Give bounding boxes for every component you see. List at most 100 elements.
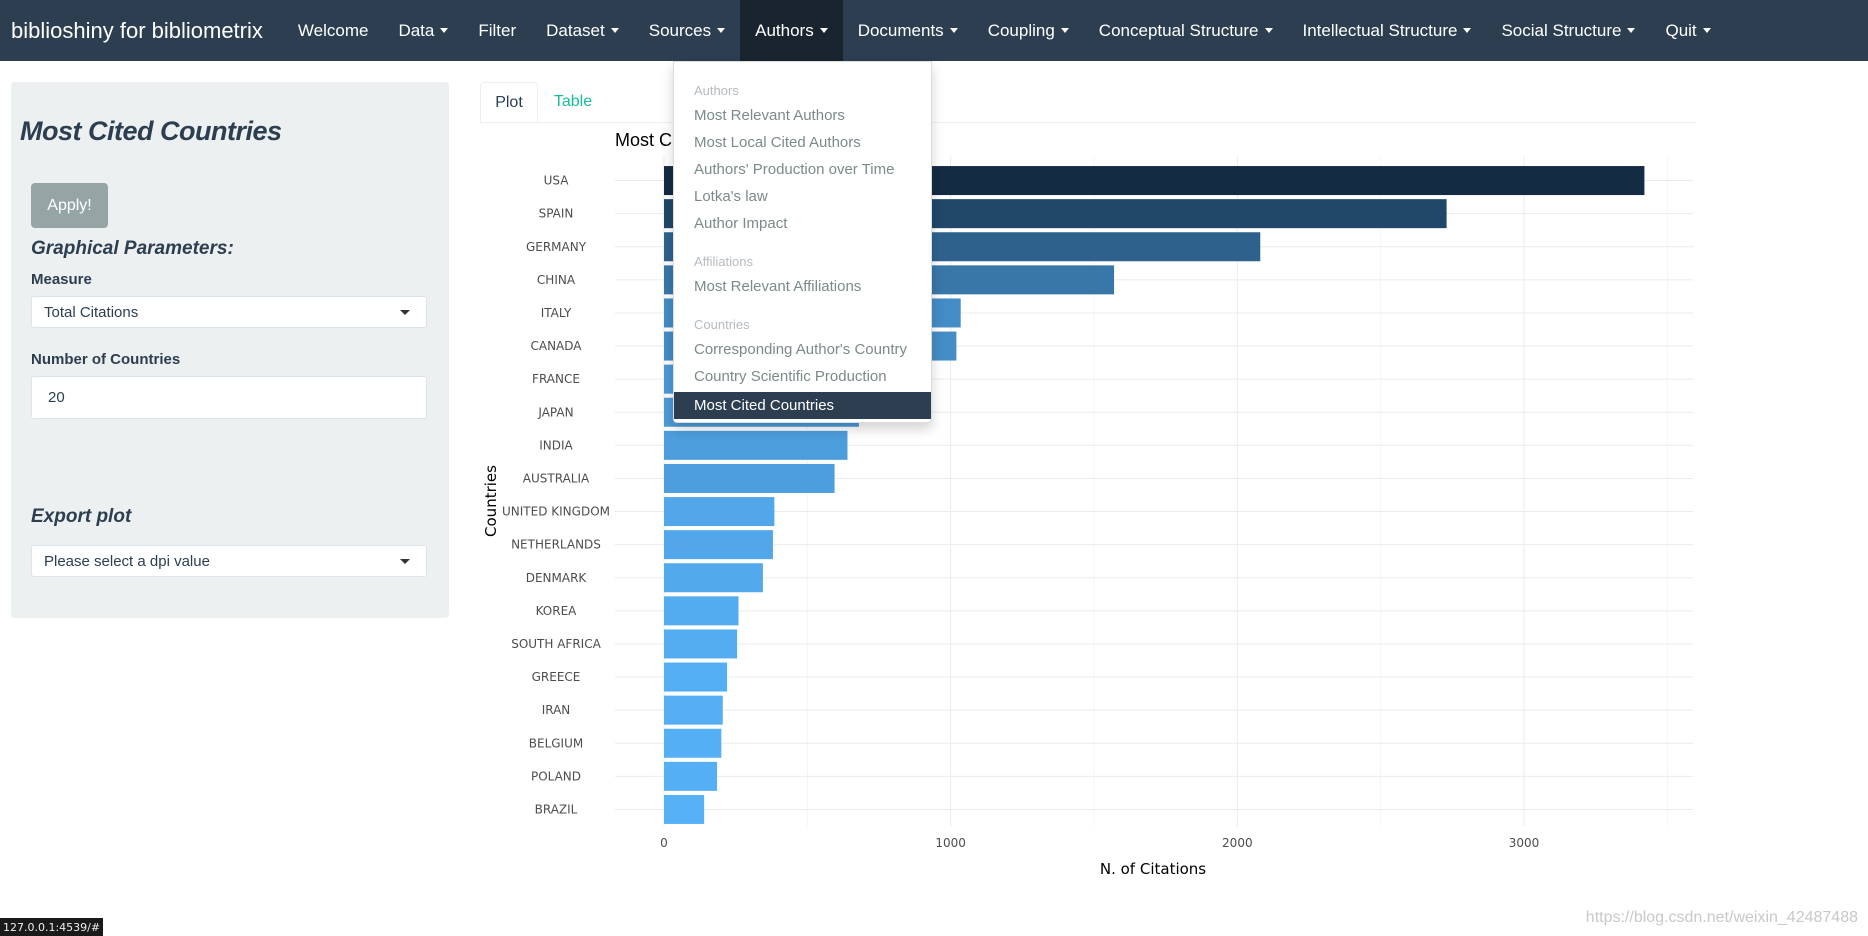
bar-chart: USA SPAIN GERMANY CHINA ITALY CANADA FRANCE JAP… bbox=[482, 156, 1693, 878]
nav-label: Filter bbox=[478, 20, 517, 40]
bar-korea[interactable] bbox=[664, 596, 739, 626]
bar-belgium[interactable] bbox=[664, 728, 722, 758]
caret-down-icon bbox=[440, 28, 449, 33]
y-tick-label: SPAIN bbox=[539, 207, 574, 221]
bar-brazil[interactable] bbox=[664, 794, 705, 824]
sidebar-panel bbox=[11, 82, 449, 618]
bar-netherlands[interactable] bbox=[664, 530, 773, 560]
y-axis-label: Countries bbox=[482, 465, 500, 537]
y-tick-label: AUSTRALIA bbox=[523, 471, 590, 485]
nav-documents[interactable]: Documents bbox=[843, 0, 973, 61]
chevron-down-icon bbox=[400, 310, 410, 315]
nav-label: Coupling bbox=[987, 20, 1055, 40]
y-tick-label: ITALY bbox=[541, 306, 572, 320]
chevron-down-icon bbox=[400, 559, 410, 564]
caret-down-icon bbox=[610, 28, 619, 33]
nav-dataset[interactable]: Dataset bbox=[531, 0, 634, 61]
tab-table[interactable]: Table bbox=[553, 93, 593, 110]
export-plot-heading: Export plot bbox=[31, 506, 132, 527]
y-tick-label: POLAND bbox=[531, 769, 581, 783]
menu-item-authors-production-over-time[interactable]: Authors' Production over Time bbox=[694, 161, 895, 178]
menu-item-lotkas-law[interactable]: Lotka's law bbox=[694, 188, 768, 205]
nav-coupling[interactable]: Coupling bbox=[973, 0, 1084, 61]
caret-down-icon bbox=[949, 28, 958, 33]
bar-greece[interactable] bbox=[664, 662, 728, 692]
bar-united-kingdom[interactable] bbox=[664, 497, 775, 527]
caret-down-icon bbox=[1627, 28, 1636, 33]
y-tick-label: DENMARK bbox=[526, 571, 588, 585]
chart-title: Most C bbox=[615, 130, 673, 150]
y-tick-label: SOUTH AFRICA bbox=[511, 637, 601, 651]
nav-conceptual-structure[interactable]: Conceptual Structure bbox=[1084, 0, 1288, 61]
y-tick-label: UNITED KINGDOM bbox=[502, 505, 610, 519]
measure-select[interactable]: Total Citations bbox=[31, 296, 427, 328]
bar-australia[interactable] bbox=[664, 463, 835, 493]
nav-social-structure[interactable]: Social Structure bbox=[1486, 0, 1650, 61]
dropdown-header-affiliations: Affiliations bbox=[694, 254, 754, 269]
y-tick-label: BRAZIL bbox=[535, 802, 578, 816]
x-tick-label: 3000 bbox=[1509, 836, 1540, 850]
x-tick-label: 0 bbox=[660, 836, 668, 850]
caret-down-icon bbox=[1060, 28, 1069, 33]
x-tick-label: 2000 bbox=[1222, 836, 1253, 850]
nav-welcome[interactable]: Welcome bbox=[283, 0, 384, 61]
dropdown-header-countries: Countries bbox=[694, 317, 750, 332]
dropdown-header-authors: Authors bbox=[694, 83, 739, 98]
nav-label: Welcome bbox=[297, 20, 369, 40]
y-tick-label: USA bbox=[544, 174, 570, 188]
dpi-select[interactable]: Please select a dpi value bbox=[31, 545, 427, 577]
bar-poland[interactable] bbox=[664, 761, 718, 791]
number-of-countries-label: Number of Countries bbox=[31, 351, 181, 368]
nav-sources[interactable]: Sources bbox=[634, 0, 740, 61]
graphical-parameters-heading: Graphical Parameters: bbox=[31, 238, 234, 259]
nav-label: Intellectual Structure bbox=[1302, 20, 1458, 40]
nav-quit[interactable]: Quit bbox=[1650, 0, 1725, 61]
y-tick-label: CHINA bbox=[537, 273, 576, 287]
menu-item-most-relevant-affiliations[interactable]: Most Relevant Affiliations bbox=[694, 278, 862, 295]
y-tick-label: BELGIUM bbox=[529, 736, 583, 750]
number-of-countries-input[interactable]: 20 bbox=[31, 376, 427, 419]
brand[interactable]: biblioshiny for bibliometrix bbox=[11, 17, 263, 43]
watermark: https://blog.csdn.net/weixin_42487488 bbox=[1585, 909, 1858, 926]
bar-denmark[interactable] bbox=[664, 563, 763, 593]
menu-item-most-cited-countries[interactable]: Most Cited Countries bbox=[674, 392, 931, 419]
tab-plot[interactable]: Plot bbox=[480, 82, 538, 122]
nav-label: Authors bbox=[755, 20, 814, 40]
y-tick-label: JAPAN bbox=[537, 405, 573, 419]
y-tick-label: KOREA bbox=[536, 604, 578, 618]
y-tick-label: GERMANY bbox=[526, 240, 587, 254]
caret-down-icon bbox=[819, 28, 828, 33]
nav-filter[interactable]: Filter bbox=[463, 0, 531, 61]
y-tick-label: IRAN bbox=[542, 703, 571, 717]
measure-select-value: Total Citations bbox=[44, 303, 139, 321]
bar-south-africa[interactable] bbox=[664, 629, 738, 659]
authors-dropdown-menu: Authors Most Relevant Authors Most Local… bbox=[673, 61, 932, 423]
nav-intellectual-structure[interactable]: Intellectual Structure bbox=[1288, 0, 1487, 61]
page-title: Most Cited Countries bbox=[20, 116, 282, 146]
y-tick-label: FRANCE bbox=[532, 372, 580, 386]
nav-label: Documents bbox=[857, 20, 944, 40]
menu-item-author-impact[interactable]: Author Impact bbox=[694, 215, 788, 232]
caret-down-icon bbox=[1264, 28, 1273, 33]
menu-item-country-scientific-production[interactable]: Country Scientific Production bbox=[694, 368, 887, 385]
apply-button[interactable]: Apply! bbox=[31, 183, 108, 228]
bar-iran[interactable] bbox=[664, 695, 723, 725]
x-axis-label: N. of Citations bbox=[1100, 860, 1206, 878]
nav-label: Social Structure bbox=[1501, 20, 1622, 40]
y-tick-label: CANADA bbox=[530, 339, 582, 353]
nav-menu: Welcome Data Filter Dataset Sources Authors Do… bbox=[283, 0, 1726, 61]
nav-data[interactable]: Data bbox=[383, 0, 463, 61]
nav-authors[interactable]: Authors bbox=[740, 0, 843, 61]
bar-india[interactable] bbox=[664, 430, 848, 460]
nav-label: Data bbox=[398, 20, 435, 40]
nav-label: Dataset bbox=[546, 20, 605, 40]
x-tick-label: 1000 bbox=[935, 836, 966, 850]
caret-down-icon bbox=[717, 28, 726, 33]
menu-item-corresponding-authors-country[interactable]: Corresponding Author's Country bbox=[694, 341, 907, 358]
menu-item-most-local-cited-authors[interactable]: Most Local Cited Authors bbox=[694, 134, 861, 151]
menu-item-most-relevant-authors[interactable]: Most Relevant Authors bbox=[694, 107, 845, 124]
nav-label: Quit bbox=[1665, 20, 1697, 40]
caret-down-icon bbox=[1463, 28, 1472, 33]
y-tick-label: GREECE bbox=[532, 670, 581, 684]
status-bar-url: 127.0.0.1:4539/# bbox=[0, 918, 104, 936]
